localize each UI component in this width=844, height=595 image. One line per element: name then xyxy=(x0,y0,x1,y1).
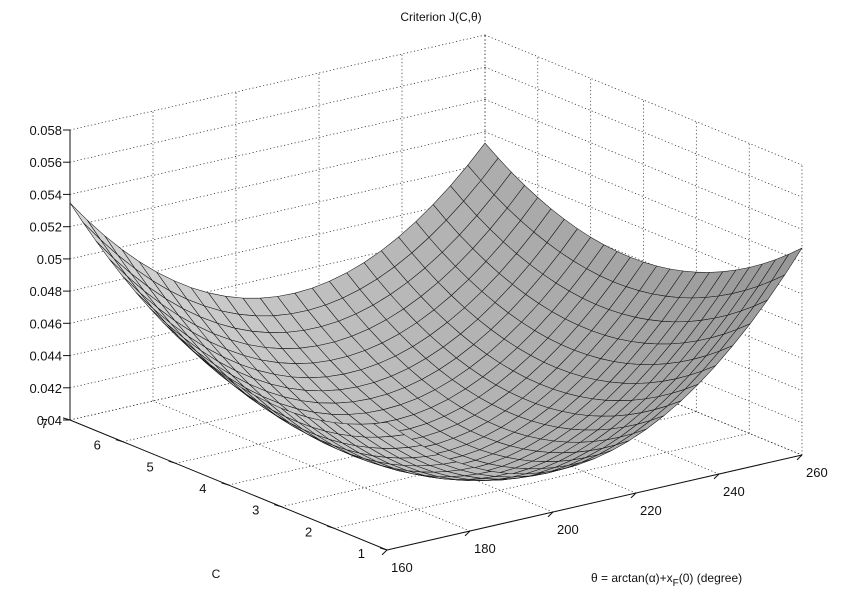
y-tick-mark xyxy=(274,504,282,508)
x-tick-label: 240 xyxy=(723,484,745,499)
x-tick-mark xyxy=(547,511,554,518)
x-tick-mark xyxy=(381,549,388,556)
y-tick-mark xyxy=(379,547,388,551)
grid-line-back-wall-z xyxy=(69,163,486,260)
x-tick-label: 160 xyxy=(391,560,413,575)
grid-line-right-wall-z xyxy=(484,131,803,263)
x-tick-label: 200 xyxy=(557,522,579,537)
x-tick-label: 180 xyxy=(474,541,496,556)
x-axis-label-main: θ = arctan(α)+x xyxy=(591,571,673,585)
x-tick-mark xyxy=(464,530,471,537)
grid-line-back-wall-z xyxy=(69,227,486,324)
z-tick-label: 0.048 xyxy=(29,284,62,299)
grid-line-right-wall-z xyxy=(484,292,803,424)
y-tick-mark xyxy=(221,482,229,486)
y-tick-mark xyxy=(168,460,176,464)
x-tick-mark xyxy=(796,454,803,461)
surface-facet xyxy=(69,202,101,240)
x-tick-label: 220 xyxy=(640,503,662,518)
surface-facet xyxy=(373,421,405,437)
surface-layer xyxy=(69,142,803,481)
y-tick-label: 6 xyxy=(94,438,101,453)
z-tick-label: 0.044 xyxy=(29,349,62,364)
y-tick-mark xyxy=(115,439,123,443)
grid-line-right-wall-z xyxy=(484,227,803,359)
grid-line-back-wall-z xyxy=(69,195,486,292)
y-tick-label: 4 xyxy=(199,481,206,496)
x-tick-mark xyxy=(713,473,720,480)
y-tick-mark xyxy=(327,525,335,529)
grid-line-back-wall-z xyxy=(69,34,486,131)
z-tick-label: 0.056 xyxy=(29,155,62,170)
grid-line-right-wall-z xyxy=(484,260,803,391)
y-tick-label: 7 xyxy=(41,416,48,431)
ticks-layer: 160 180 200 220 240 260 1 2 3 4 5 6 70.04 0.042 0.044 0… xyxy=(29,123,827,575)
chart-title: Criterion J(C,θ) xyxy=(400,10,481,24)
x-axis-line xyxy=(386,454,803,551)
x-tick-label: 260 xyxy=(806,465,828,480)
grid-line-right-wall-z xyxy=(484,34,803,166)
grid-line-back-wall-z xyxy=(69,131,486,228)
z-tick-label: 0.046 xyxy=(29,316,62,331)
y-tick-label: 1 xyxy=(358,546,365,561)
grid-line-floor-y xyxy=(334,432,750,529)
x-tick-mark xyxy=(630,492,637,499)
grid-line-right-wall-z xyxy=(484,99,803,230)
grid-line-right-wall-z xyxy=(484,66,803,198)
y-tick-label: 3 xyxy=(252,503,259,518)
y-tick-label: 2 xyxy=(305,524,312,539)
x-axis-label-tail: (0) (degree) xyxy=(679,571,742,585)
z-tick-label: 0.042 xyxy=(29,381,62,396)
z-tick-label: 0.058 xyxy=(29,123,62,138)
y-axis-label: C xyxy=(212,567,221,581)
x-axis-label-sub: F xyxy=(673,578,679,589)
x-axis-label: θ = arctan(α)+xF(0) (degree) xyxy=(591,571,742,589)
grid-line-back-wall-z xyxy=(69,66,486,163)
z-tick-label: 0.04 xyxy=(37,413,62,428)
z-tick-label: 0.052 xyxy=(29,220,62,235)
grid-line-back-wall-z xyxy=(69,99,486,195)
z-tick-label: 0.05 xyxy=(37,252,62,267)
grid-line-floor-x xyxy=(152,400,471,532)
y-tick-label: 5 xyxy=(146,459,153,474)
z-tick-label: 0.054 xyxy=(29,187,62,202)
